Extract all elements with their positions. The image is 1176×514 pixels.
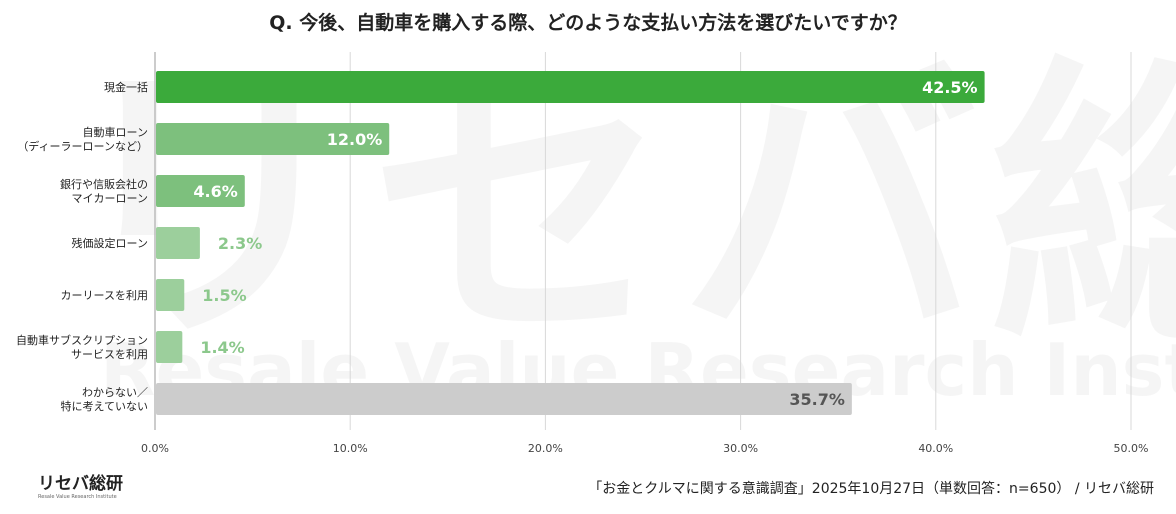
category-label: 残価設定ローン bbox=[72, 236, 148, 250]
bar bbox=[156, 331, 183, 363]
category-label: わからない／ bbox=[82, 386, 148, 399]
category-label: 現金一括 bbox=[104, 80, 148, 94]
brand-logo: リセバ総研 Resale Value Research Institute bbox=[38, 474, 128, 506]
x-tick-label: 10.0% bbox=[333, 442, 368, 455]
x-tick-label: 30.0% bbox=[723, 442, 758, 455]
category-label: 自動車サブスクリプション bbox=[16, 333, 148, 347]
x-tick-label: 0.0% bbox=[141, 442, 169, 455]
data-label: 2.3% bbox=[218, 234, 262, 253]
category-label: （ディーラーローンなど） bbox=[17, 139, 148, 153]
category-label: 銀行や信販会社の bbox=[60, 177, 148, 191]
category-label: サービスを利用 bbox=[71, 348, 148, 361]
category-label: 特に考えていない bbox=[61, 399, 148, 413]
chart-title: Q. 今後、自動車を購入する際、どのような支払い方法を選びたいですか？ bbox=[269, 12, 907, 34]
data-label: 35.7% bbox=[789, 390, 845, 409]
category-label: 自動車ローン bbox=[83, 125, 148, 139]
category-label: カーリースを利用 bbox=[61, 289, 148, 302]
category-label: マイカーローン bbox=[72, 192, 148, 205]
data-label: 12.0% bbox=[327, 130, 383, 149]
data-label: 1.4% bbox=[200, 338, 244, 357]
data-label: 1.5% bbox=[202, 286, 246, 305]
brand-logo-subtitle: Resale Value Research Institute bbox=[38, 494, 117, 500]
bar bbox=[156, 71, 985, 103]
bar bbox=[156, 227, 200, 259]
x-tick-label: 50.0% bbox=[1114, 442, 1149, 455]
x-tick-label: 20.0% bbox=[528, 442, 563, 455]
bar bbox=[156, 383, 852, 415]
source-note: 「お金とクルマに関する意識調査」2025年10月27日（単数回答：n=650） … bbox=[588, 481, 1154, 497]
brand-logo-text: リセバ総研 bbox=[38, 474, 123, 494]
x-tick-label: 40.0% bbox=[918, 442, 953, 455]
bar bbox=[156, 123, 390, 155]
bar bbox=[156, 279, 185, 311]
bar bbox=[156, 175, 245, 207]
data-label: 4.6% bbox=[193, 182, 237, 201]
data-label: 42.5% bbox=[922, 78, 978, 97]
